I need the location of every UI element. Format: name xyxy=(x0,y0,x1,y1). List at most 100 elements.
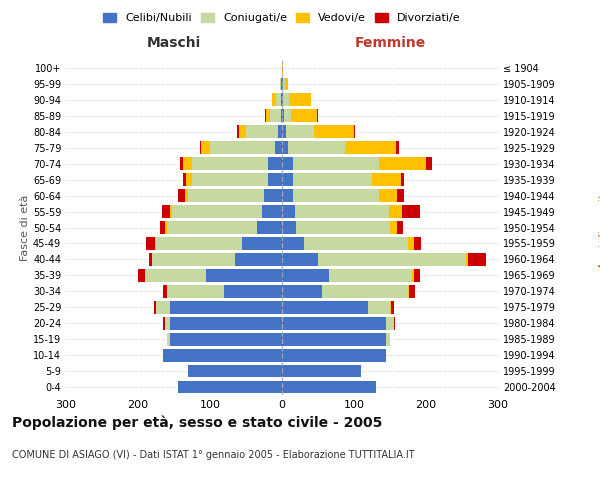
Bar xyxy=(238,126,239,138)
Bar xyxy=(282,317,386,330)
Bar xyxy=(283,78,285,90)
Bar xyxy=(282,380,376,394)
Bar xyxy=(178,380,282,394)
Bar xyxy=(397,221,403,234)
Bar xyxy=(409,285,415,298)
Bar xyxy=(354,126,355,138)
Bar xyxy=(145,269,206,281)
Bar xyxy=(282,348,386,362)
Bar xyxy=(184,158,192,170)
Bar xyxy=(414,237,421,250)
Bar xyxy=(288,142,346,154)
Bar xyxy=(164,317,170,330)
Y-axis label: Anni di nascita: Anni di nascita xyxy=(599,186,600,269)
Bar xyxy=(167,285,224,298)
Bar xyxy=(282,189,293,202)
Bar xyxy=(282,110,284,122)
Bar xyxy=(149,253,152,266)
Bar xyxy=(396,142,400,154)
Bar xyxy=(282,62,283,74)
Bar xyxy=(264,189,282,202)
Bar xyxy=(172,205,262,218)
Bar xyxy=(282,126,286,138)
Bar xyxy=(401,205,419,218)
Bar xyxy=(368,301,390,314)
Bar xyxy=(293,189,379,202)
Bar xyxy=(414,269,419,281)
Bar xyxy=(186,174,192,186)
Bar xyxy=(282,364,361,378)
Text: COMUNE DI ASIAGO (VI) - Dati ISTAT 1° gennaio 2005 - Elaborazione TUTTITALIA.IT: COMUNE DI ASIAGO (VI) - Dati ISTAT 1° ge… xyxy=(12,450,415,460)
Bar xyxy=(155,237,156,250)
Bar xyxy=(202,142,210,154)
Bar xyxy=(146,237,155,250)
Bar xyxy=(379,189,397,202)
Bar xyxy=(293,158,379,170)
Bar xyxy=(282,301,368,314)
Bar xyxy=(242,237,282,250)
Text: Popolazione per età, sesso e stato civile - 2005: Popolazione per età, sesso e stato civil… xyxy=(12,415,382,430)
Text: Femmine: Femmine xyxy=(355,36,425,51)
Bar xyxy=(285,78,289,90)
Bar xyxy=(192,174,268,186)
Bar xyxy=(239,126,246,138)
Bar xyxy=(170,301,282,314)
Bar xyxy=(317,110,318,122)
Bar xyxy=(284,110,292,122)
Bar xyxy=(163,348,282,362)
Bar xyxy=(272,94,275,106)
Bar xyxy=(372,174,401,186)
Bar xyxy=(283,94,289,106)
Bar xyxy=(468,253,486,266)
Bar xyxy=(281,94,282,106)
Bar xyxy=(293,174,372,186)
Bar xyxy=(379,158,426,170)
Bar xyxy=(210,142,275,154)
Bar xyxy=(295,205,389,218)
Bar xyxy=(296,221,390,234)
Bar xyxy=(397,189,404,202)
Y-axis label: Fasce di età: Fasce di età xyxy=(20,194,30,260)
Bar xyxy=(265,110,266,122)
Bar xyxy=(180,158,184,170)
Bar xyxy=(329,269,412,281)
Bar xyxy=(282,142,288,154)
Bar xyxy=(282,94,283,106)
Bar xyxy=(386,333,390,345)
Bar xyxy=(466,253,468,266)
Bar xyxy=(275,94,281,106)
Bar xyxy=(192,158,268,170)
Bar xyxy=(185,189,188,202)
Bar xyxy=(282,221,296,234)
Bar xyxy=(163,285,167,298)
Bar xyxy=(322,285,408,298)
Bar xyxy=(314,126,354,138)
Bar xyxy=(282,174,293,186)
Bar xyxy=(268,158,282,170)
Bar xyxy=(200,142,202,154)
Bar xyxy=(138,269,145,281)
Bar xyxy=(282,205,295,218)
Bar xyxy=(278,126,282,138)
Bar xyxy=(282,269,329,281)
Bar xyxy=(401,174,404,186)
Bar xyxy=(282,78,283,90)
Bar xyxy=(292,110,317,122)
Bar xyxy=(257,221,282,234)
Bar xyxy=(386,317,394,330)
Bar xyxy=(178,189,185,202)
Bar xyxy=(346,142,396,154)
Bar xyxy=(167,333,170,345)
Bar xyxy=(266,110,270,122)
Bar xyxy=(289,94,311,106)
Bar xyxy=(282,285,322,298)
Bar xyxy=(156,237,242,250)
Bar xyxy=(182,174,186,186)
Bar xyxy=(163,205,170,218)
Bar xyxy=(270,110,281,122)
Bar xyxy=(282,333,386,345)
Bar xyxy=(206,269,282,281)
Bar xyxy=(286,126,314,138)
Bar xyxy=(235,253,282,266)
Bar xyxy=(188,189,264,202)
